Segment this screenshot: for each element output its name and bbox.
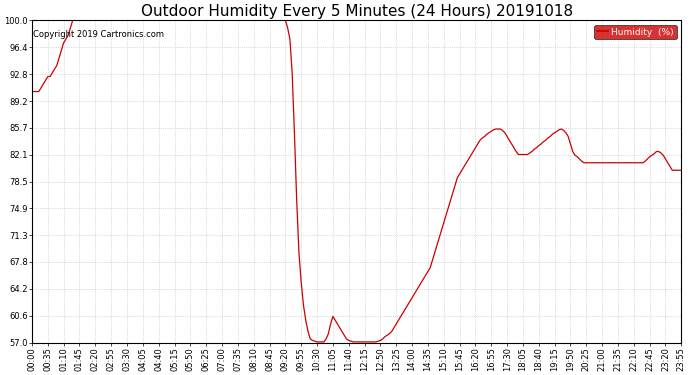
Text: Copyright 2019 Cartronics.com: Copyright 2019 Cartronics.com [33,30,164,39]
Title: Outdoor Humidity Every 5 Minutes (24 Hours) 20191018: Outdoor Humidity Every 5 Minutes (24 Hou… [141,4,573,19]
Legend: Humidity  (%): Humidity (%) [594,25,677,39]
